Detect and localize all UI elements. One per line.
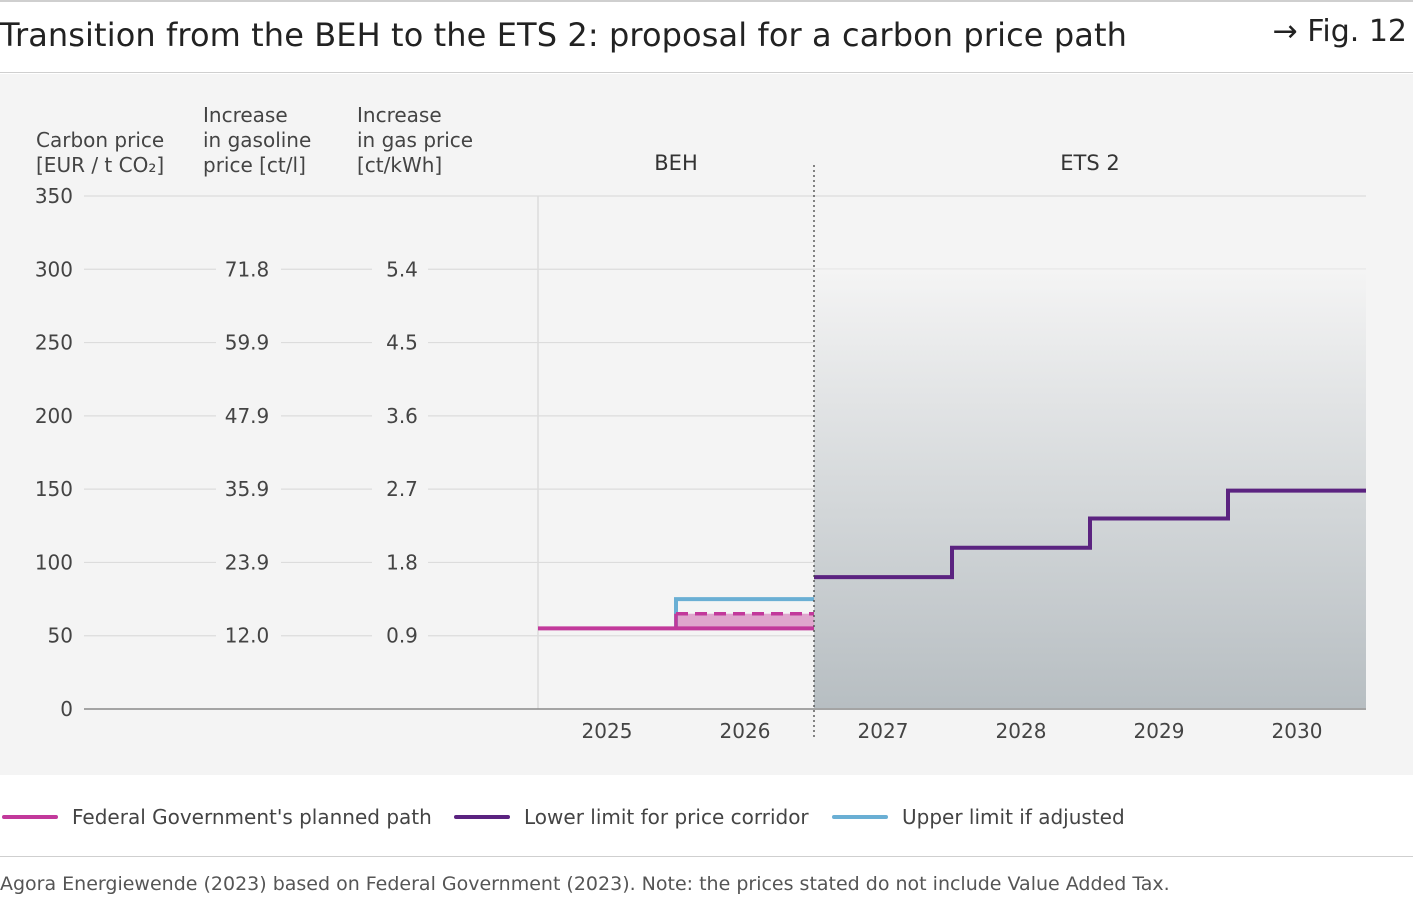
gas-tick-label: 2.7	[386, 477, 418, 501]
year-label: 2029	[1134, 719, 1185, 743]
year-label: 2026	[720, 719, 771, 743]
gasoline-tick-label: 12.0	[225, 624, 270, 648]
carbon-tick-label: 100	[35, 550, 73, 574]
gasoline-tick-label: 23.9	[225, 550, 270, 574]
carbon-tick-label: 350	[35, 184, 73, 208]
gasoline-tick-label: 59.9	[225, 331, 270, 355]
legend-label-planned: Federal Government's planned path	[72, 805, 432, 829]
figure-reference: → Fig. 12	[1272, 14, 1407, 49]
year-label: 2030	[1272, 719, 1323, 743]
carbon-tick-label: 50	[48, 624, 73, 648]
gasoline-tick-label: 47.9	[225, 404, 270, 428]
gas-tick-label: 0.9	[386, 624, 418, 648]
gas-tick-label: 5.4	[386, 257, 418, 281]
year-label: 2027	[858, 719, 909, 743]
carbon-tick-label: 300	[35, 257, 73, 281]
beh-corridor-band	[676, 613, 814, 629]
carbon-tick-label: 0	[60, 697, 73, 721]
source-note: Agora Energiewende (2023) based on Feder…	[0, 873, 1170, 895]
legend-item-planned: Federal Government's planned path	[2, 805, 432, 829]
gasoline-tick-label: 71.8	[225, 257, 270, 281]
top-rule	[0, 0, 1413, 2]
chart-title: Transition from the BEH to the ETS 2: pr…	[0, 16, 1127, 54]
legend-label-lower: Lower limit for price corridor	[524, 805, 809, 829]
axis-header-carbon-price: Carbon price [EUR / t CO₂]	[36, 128, 164, 177]
gas-tick-label: 3.6	[386, 404, 418, 428]
year-label: 2028	[996, 719, 1047, 743]
carbon-tick-label: 150	[35, 477, 73, 501]
title-rule	[0, 72, 1413, 73]
year-label: 2025	[582, 719, 633, 743]
gasoline-tick-label: 35.9	[225, 477, 270, 501]
section-label: ETS 2	[1060, 151, 1119, 175]
legend-swatch-planned	[2, 815, 58, 819]
legend: Federal Government's planned path Lower …	[0, 805, 1413, 833]
legend-swatch-lower	[454, 815, 510, 819]
axis-header-gasoline: Increase in gasoline price [ct/l]	[203, 103, 311, 177]
carbon-tick-label: 200	[35, 404, 73, 428]
legend-item-lower: Lower limit for price corridor	[454, 805, 809, 829]
gas-tick-label: 4.5	[386, 331, 418, 355]
legend-rule	[0, 856, 1413, 857]
axis-header-gas: Increase in gas price [ct/kWh]	[357, 103, 473, 177]
carbon-price-chart: Carbon price [EUR / t CO₂] Increase in gaso…	[35, 103, 1366, 743]
gas-tick-label: 1.8	[386, 550, 418, 574]
legend-item-upper: Upper limit if adjusted	[832, 805, 1125, 829]
legend-swatch-upper	[832, 815, 888, 819]
legend-label-upper: Upper limit if adjusted	[902, 805, 1125, 829]
carbon-tick-label: 250	[35, 331, 73, 355]
section-label: BEH	[654, 151, 697, 175]
lower-limit-line	[814, 488, 1366, 580]
